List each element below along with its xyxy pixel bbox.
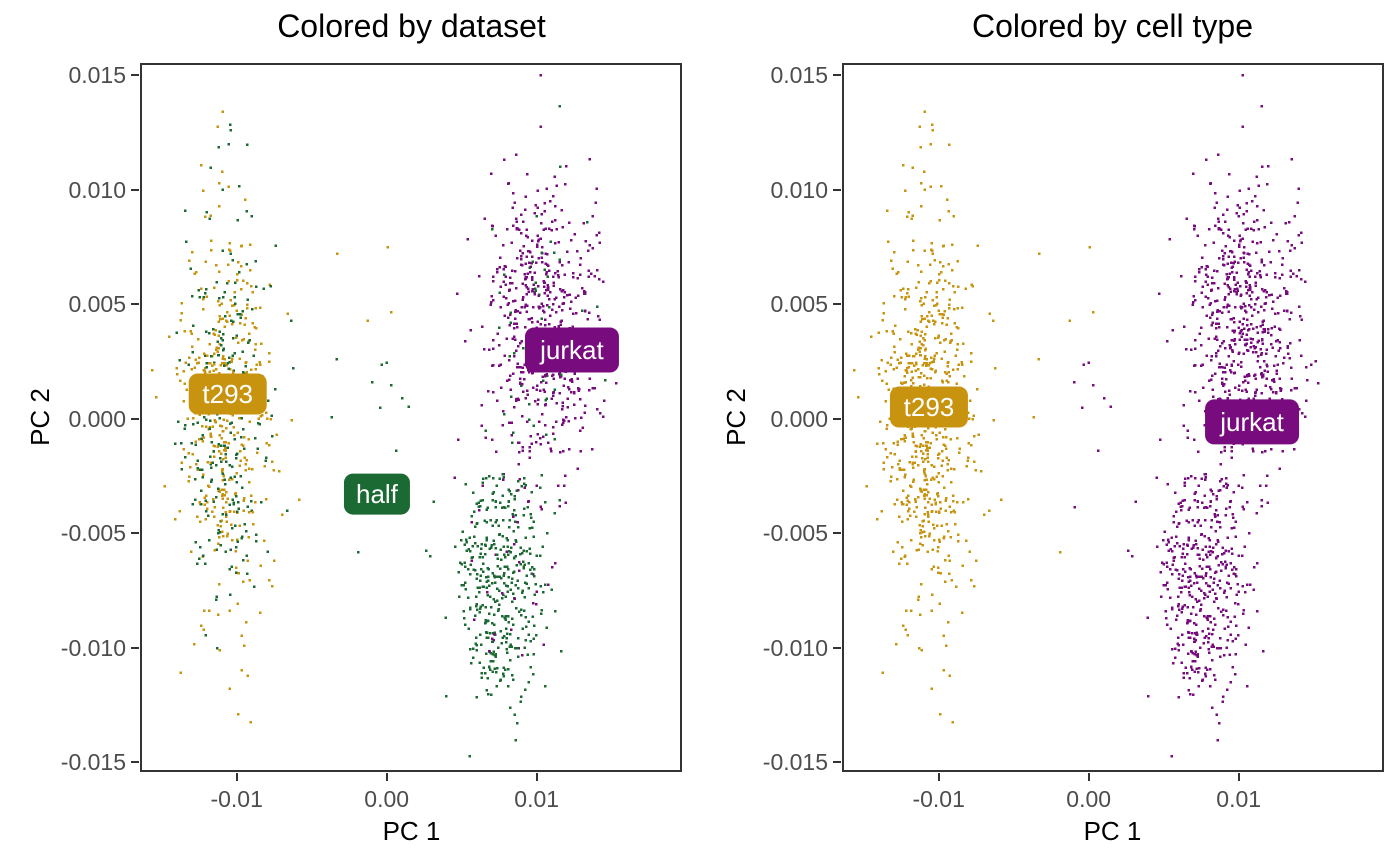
x-tick-mark — [385, 773, 388, 781]
y-tick-label: 0.000 — [770, 405, 828, 432]
y-tick-mark — [131, 303, 139, 305]
y-tick-label: 0.015 — [68, 62, 126, 88]
x-tick-mark — [535, 773, 538, 781]
x-tick-mark — [937, 773, 940, 781]
x-tick-label: 0.00 — [1066, 786, 1112, 812]
x-tick-label: 0.01 — [514, 786, 560, 812]
svg-text:half: half — [356, 479, 399, 509]
scatter-plot-dataset: t293 half jurkat — [151, 73, 619, 758]
y-tick-label: 0.005 — [68, 291, 126, 317]
x-tick-label: -0.01 — [912, 786, 965, 812]
svg-text:t293: t293 — [904, 392, 955, 422]
x-tick-mark — [1237, 773, 1240, 781]
svg-text:t293: t293 — [202, 379, 253, 409]
plot-area-celltype: t293 jurkat — [842, 63, 1384, 772]
cluster-label-jurkat: jurkat — [524, 327, 619, 373]
panel-title-celltype: Colored by cell type — [971, 8, 1254, 44]
y-tick-mark — [131, 74, 139, 76]
y-tick-mark — [833, 646, 841, 649]
x-tick-label: -0.01 — [210, 786, 263, 812]
y-tick-label: -0.015 — [60, 749, 126, 775]
y-tick-mark — [833, 303, 841, 305]
x-tick-mark — [1087, 773, 1090, 781]
cluster-label-t293: t293 — [889, 386, 968, 428]
svg-text:jurkat: jurkat — [1219, 407, 1284, 437]
y-tick-mark — [833, 188, 841, 191]
y-tick-label: -0.010 — [762, 634, 828, 661]
y-tick-mark — [131, 188, 139, 191]
x-axis-label-left: PC 1 — [382, 816, 441, 846]
svg-text:jurkat: jurkat — [539, 335, 604, 365]
x-tick-label: 0.00 — [364, 786, 410, 812]
y-tick-mark — [131, 646, 139, 649]
y-tick-mark — [833, 417, 841, 420]
y-tick-label: 0.010 — [68, 176, 126, 203]
y-tick-mark — [131, 761, 139, 763]
x-axis-label-right: PC 1 — [1083, 816, 1142, 846]
y-tick-label: -0.010 — [60, 634, 126, 661]
panel-title-dataset: Colored by dataset — [277, 8, 546, 44]
y-tick-label: 0.005 — [770, 291, 828, 317]
scatter-plot-celltype: t293 jurkat — [853, 73, 1320, 758]
y-tick-label: -0.005 — [60, 520, 126, 546]
y-tick-mark — [131, 417, 139, 420]
y-tick-label: 0.000 — [68, 405, 126, 432]
y-tick-label: 0.015 — [770, 62, 828, 88]
y-tick-mark — [833, 761, 841, 763]
points-layer — [151, 73, 618, 758]
y-tick-mark — [131, 532, 139, 534]
y-tick-mark — [833, 532, 841, 534]
cluster-label-t293: t293 — [188, 373, 267, 415]
y-tick-label: -0.015 — [762, 749, 828, 775]
x-tick-mark — [235, 773, 238, 781]
y-tick-label: -0.005 — [762, 520, 828, 546]
cluster-label-jurkat: jurkat — [1205, 399, 1300, 445]
x-tick-label: 0.01 — [1216, 786, 1262, 812]
y-tick-label: 0.010 — [770, 176, 828, 203]
cluster-label-half: half — [343, 473, 410, 515]
plot-area-dataset: t293 half jurkat — [140, 63, 682, 772]
y-tick-mark — [833, 74, 841, 76]
